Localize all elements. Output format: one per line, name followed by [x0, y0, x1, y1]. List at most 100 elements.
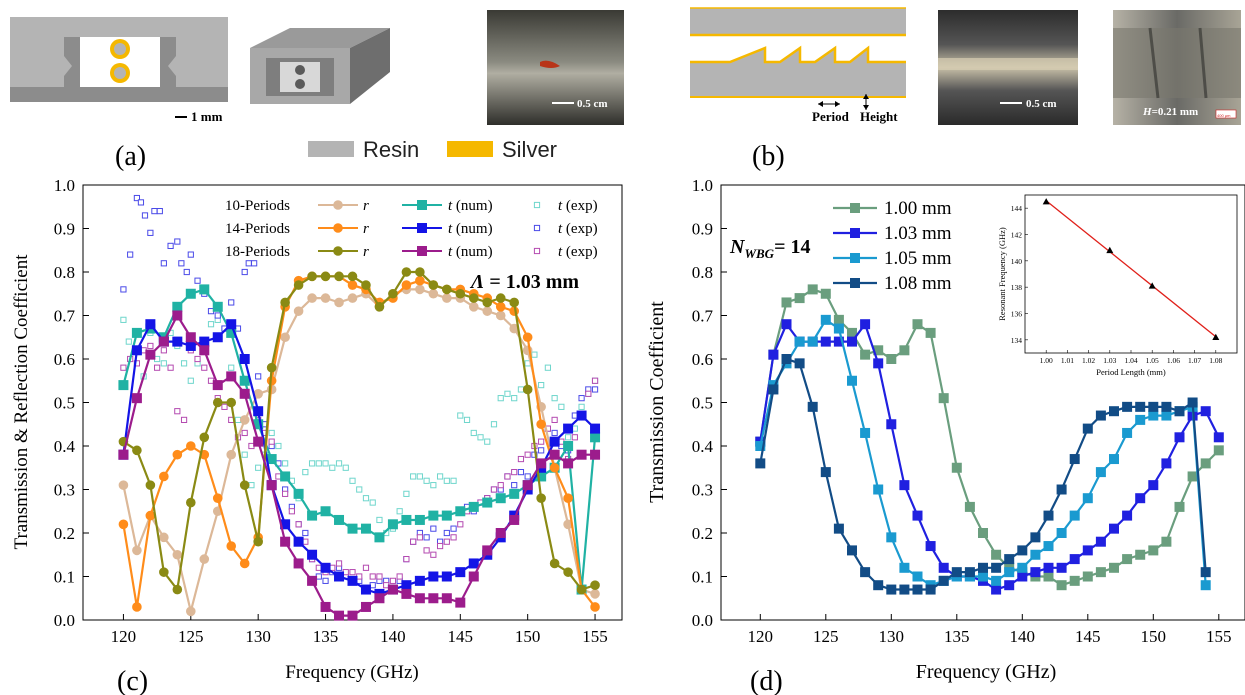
data-point: [755, 441, 766, 451]
data-point: [132, 602, 142, 612]
legend-swatch-silver: [447, 141, 493, 157]
top-row: 1 mm 0.5 cm: [10, 7, 1241, 172]
x-tick-label: 125: [813, 627, 839, 646]
legend-row: 1.08 mm: [833, 273, 952, 294]
series-1-08-mm: [755, 354, 1211, 595]
data-point: [154, 364, 161, 371]
data-point: [322, 577, 329, 584]
data-point: [531, 351, 538, 358]
data-point: [145, 319, 156, 330]
data-point: [1174, 406, 1185, 417]
data-point: [186, 606, 196, 617]
data-point: [1069, 454, 1080, 465]
data-point: [482, 545, 493, 556]
data-point: [293, 306, 304, 316]
data-point: [387, 519, 398, 530]
data-point: [820, 314, 831, 325]
data-point: [280, 332, 290, 343]
data-point: [356, 486, 363, 493]
data-point: [266, 362, 277, 373]
data-point: [185, 340, 196, 351]
data-point: [538, 438, 545, 445]
data-point: [293, 558, 304, 569]
data-point: [172, 449, 183, 460]
data-point: [374, 301, 385, 312]
data-point: [320, 601, 331, 612]
data-point: [1082, 571, 1093, 582]
data-point: [430, 525, 437, 532]
data-point: [361, 280, 371, 290]
data-point: [131, 327, 142, 338]
y-tick-label: 0.5: [54, 394, 75, 413]
data-point: [833, 314, 844, 325]
data-point: [293, 488, 304, 499]
data-point: [226, 319, 237, 330]
y-tick-label: 0.0: [54, 611, 75, 630]
data-point: [180, 416, 188, 423]
data-point: [847, 375, 857, 386]
data-point: [590, 580, 600, 590]
data-point: [199, 284, 210, 295]
data-point: [807, 401, 818, 412]
inset-y-tick-label: 136: [1011, 310, 1023, 319]
data-point: [1004, 580, 1015, 591]
data-point: [563, 567, 573, 577]
data-point: [212, 380, 223, 391]
data-point: [1122, 427, 1133, 438]
y-tick-label: 0.9: [692, 220, 713, 239]
data-point: [497, 482, 504, 489]
data-point: [533, 201, 541, 209]
data-point: [455, 506, 466, 517]
data-point: [172, 549, 183, 560]
waveguide-photo-a: 0.5 cm: [487, 10, 624, 125]
data-point: [248, 482, 255, 489]
data-point: [463, 416, 471, 423]
data-point: [183, 268, 190, 276]
chart-d-legend: 1.00 mm 1.03 mm 1.05 mm 1.08 mm: [833, 198, 952, 294]
legend-label-texp: t (exp): [558, 198, 598, 214]
data-point: [369, 499, 376, 506]
data-point: [450, 534, 457, 541]
data-point: [538, 382, 545, 389]
data-point: [1161, 410, 1172, 421]
data-point: [978, 571, 988, 582]
height-value-label: H=0.21 mm: [1142, 106, 1198, 118]
data-point: [468, 558, 479, 569]
data-point: [147, 342, 154, 350]
data-point: [268, 429, 275, 437]
data-point: [490, 421, 498, 428]
data-point: [820, 336, 831, 347]
data-point: [938, 575, 949, 586]
data-point: [450, 477, 457, 484]
data-point: [423, 534, 430, 541]
data-point: [334, 571, 345, 582]
data-point: [376, 516, 383, 524]
data-point: [347, 293, 358, 303]
data-point: [1030, 567, 1041, 578]
data-point: [1017, 571, 1028, 582]
data-point: [938, 393, 949, 404]
legend-label: 1.00 mm: [884, 198, 952, 219]
data-point: [401, 267, 412, 277]
data-point: [1148, 282, 1156, 289]
data-point: [226, 397, 237, 408]
data-point: [1148, 401, 1159, 412]
data-point: [558, 403, 565, 410]
x-tick-label: 155: [1206, 627, 1232, 646]
data-point: [1095, 536, 1106, 547]
data-point: [302, 529, 309, 537]
legend-row: 18-Periods r t (num) t (exp): [225, 244, 598, 260]
data-point: [307, 575, 318, 586]
data-point: [131, 345, 142, 356]
data-point: [1161, 458, 1172, 469]
data-point: [1056, 484, 1067, 495]
data-point: [268, 438, 275, 445]
inset-x-tick-label: 1.03: [1103, 356, 1116, 365]
data-point: [322, 460, 329, 467]
legend-label-texp: t (exp): [558, 244, 598, 260]
data-point: [951, 567, 962, 578]
inset-y-tick-label: 140: [1011, 257, 1023, 266]
data-point: [551, 416, 558, 423]
data-point: [517, 455, 525, 463]
y-tick-label: 0.8: [692, 263, 713, 282]
